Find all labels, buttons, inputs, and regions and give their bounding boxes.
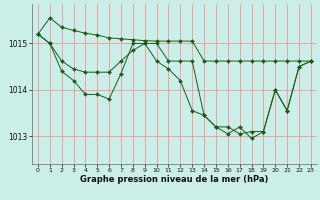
X-axis label: Graphe pression niveau de la mer (hPa): Graphe pression niveau de la mer (hPa) — [80, 175, 268, 184]
